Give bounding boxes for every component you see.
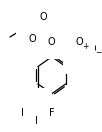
Text: O: O bbox=[39, 12, 47, 22]
Text: N: N bbox=[76, 52, 84, 62]
Text: C: C bbox=[35, 99, 41, 108]
Text: F: F bbox=[35, 116, 41, 126]
Text: F: F bbox=[21, 109, 27, 119]
Text: O: O bbox=[89, 44, 96, 54]
Text: O: O bbox=[48, 37, 56, 47]
Text: −: − bbox=[95, 49, 102, 58]
Text: O: O bbox=[28, 34, 36, 44]
Text: O: O bbox=[76, 37, 84, 47]
Text: +: + bbox=[82, 42, 88, 51]
Text: F: F bbox=[49, 109, 55, 119]
